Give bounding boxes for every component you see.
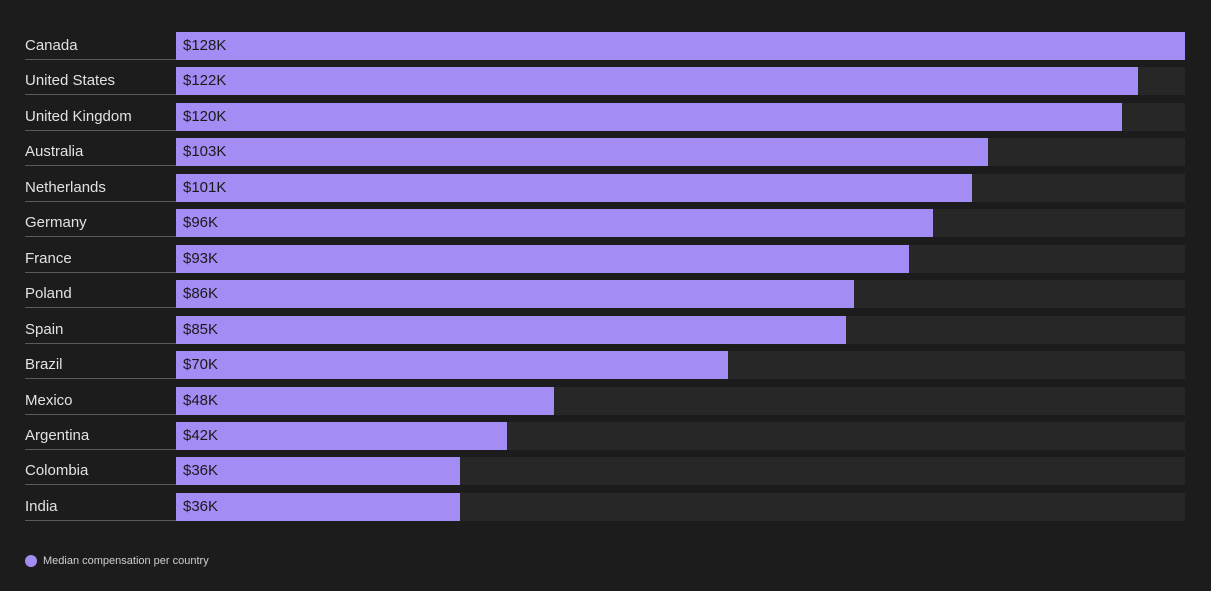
- data-label: $36K: [183, 462, 219, 480]
- bar: [176, 386, 555, 415]
- bar: [176, 421, 508, 450]
- bar-row: United States $122K: [25, 67, 1185, 96]
- bar-row: Netherlands $101K: [25, 173, 1185, 202]
- bar-track: $122K: [176, 67, 1185, 96]
- bar-row: Canada $128K: [25, 32, 1185, 60]
- category-label: Netherlands: [25, 174, 176, 202]
- bar-row: Australia $103K: [25, 138, 1185, 167]
- data-label: $128K: [183, 37, 227, 54]
- bar-row: Mexico $48K: [25, 386, 1185, 415]
- bar: [176, 280, 854, 309]
- bar-track: $86K: [176, 280, 1185, 309]
- data-label: $42K: [183, 426, 219, 444]
- data-label: $48K: [183, 391, 219, 409]
- data-label: $101K: [183, 178, 227, 196]
- category-label: Argentina: [25, 422, 176, 450]
- bar: [176, 492, 460, 521]
- data-label: $120K: [183, 107, 227, 125]
- legend-label: Median compensation per country: [43, 555, 209, 567]
- bar: [176, 351, 728, 380]
- bar-track: $36K: [176, 457, 1185, 486]
- data-label: $86K: [183, 285, 219, 303]
- bar-row: Brazil $70K: [25, 351, 1185, 380]
- category-label: France: [25, 245, 176, 273]
- bar-track: $93K: [176, 244, 1185, 273]
- bar: [176, 173, 973, 202]
- legend: Median compensation per country: [25, 554, 209, 568]
- bar-track: $70K: [176, 351, 1185, 380]
- category-label: Colombia: [25, 457, 176, 486]
- bar-track: $120K: [176, 102, 1185, 131]
- category-label: United States: [25, 67, 176, 96]
- data-label: $103K: [183, 143, 227, 161]
- category-label: Canada: [25, 32, 176, 60]
- bar-track: $48K: [176, 386, 1185, 415]
- data-label: $96K: [183, 214, 219, 232]
- bar-track: $96K: [176, 209, 1185, 238]
- bar-row: Spain $85K: [25, 315, 1185, 344]
- bar-row: India $36K: [25, 492, 1185, 521]
- bar: [176, 138, 988, 167]
- bar: [176, 457, 460, 486]
- bar-row: France $93K: [25, 244, 1185, 273]
- bar-track: $101K: [176, 173, 1185, 202]
- bar-row: United Kingdom $120K: [25, 102, 1185, 131]
- category-label: Australia: [25, 138, 176, 167]
- category-label: Mexico: [25, 387, 176, 415]
- bar-chart: Canada $128K United States $122K United King…: [25, 32, 1185, 521]
- category-label: Brazil: [25, 351, 176, 380]
- category-label: India: [25, 493, 176, 521]
- bar: [176, 315, 847, 344]
- bar-track: $42K: [176, 421, 1185, 450]
- bar-track: $85K: [176, 315, 1185, 344]
- legend-swatch: [25, 555, 37, 567]
- bar-track: $36K: [176, 492, 1185, 521]
- bar-row: Argentina $42K: [25, 421, 1185, 450]
- bar-track: $128K: [176, 32, 1185, 60]
- data-label: $70K: [183, 356, 219, 374]
- bar: [176, 67, 1138, 96]
- bar: [176, 102, 1122, 131]
- data-label: $85K: [183, 320, 219, 338]
- bar: [176, 244, 910, 273]
- bar-row: Poland $86K: [25, 280, 1185, 309]
- data-label: $93K: [183, 249, 219, 267]
- category-label: Poland: [25, 280, 176, 309]
- bar: [176, 209, 933, 238]
- bar-row: Germany $96K: [25, 209, 1185, 238]
- data-label: $122K: [183, 72, 227, 90]
- category-label: United Kingdom: [25, 103, 176, 131]
- data-label: $36K: [183, 497, 219, 515]
- category-label: Germany: [25, 209, 176, 238]
- bar-track: $103K: [176, 138, 1185, 167]
- category-label: Spain: [25, 316, 176, 344]
- bar: [176, 32, 1185, 60]
- bar-row: Colombia $36K: [25, 457, 1185, 486]
